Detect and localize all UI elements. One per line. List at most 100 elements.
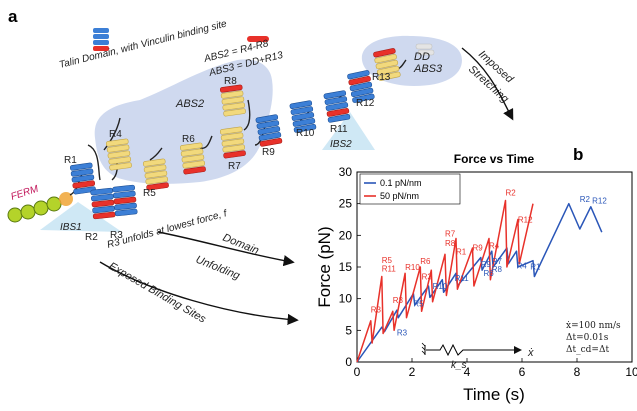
x-tick-label: 0	[354, 365, 361, 379]
domain-label-r10: R10	[296, 128, 315, 139]
helix	[69, 162, 93, 171]
y-tick-label: 25	[339, 197, 353, 211]
domain-label-r12: R12	[356, 98, 375, 109]
domain-label-r4: R4	[109, 129, 122, 140]
unfolding-annotation: R5	[382, 256, 393, 265]
helix	[219, 126, 243, 135]
helix	[179, 142, 203, 151]
series-line-0	[356, 202, 603, 363]
helix	[256, 120, 280, 129]
spring-label: k_s	[451, 360, 467, 371]
unfolding-annotation: R9	[481, 260, 492, 269]
chart-title: Force vs Time	[454, 152, 535, 166]
unfolding-annotation: R3	[371, 306, 382, 315]
domain-label-r9: R9	[262, 147, 275, 158]
linker	[87, 144, 101, 181]
legend-label-series-0: 0.1 pN/nm	[380, 178, 422, 188]
helix	[324, 96, 348, 105]
helix	[113, 190, 136, 199]
chart-legend: 0.1 pN/nm 50 pN/nm	[359, 173, 461, 205]
legend-box	[359, 173, 461, 205]
unfolding-annotation: R8	[445, 239, 456, 248]
helix	[348, 75, 371, 86]
unfolding-annotation: R6	[420, 257, 431, 266]
helix	[143, 164, 167, 173]
linker	[199, 135, 213, 149]
x-tick-label: 6	[519, 365, 526, 379]
exposed-label: Exposed Binding Sites	[107, 260, 209, 326]
domain-bundle-r5	[142, 158, 169, 191]
helix	[112, 184, 135, 193]
domain-bundle-r6	[179, 142, 206, 175]
helix	[255, 114, 279, 124]
helix	[221, 138, 245, 147]
domain-label-r11: R11	[330, 124, 348, 135]
chart-lines	[356, 199, 603, 363]
spring-schematic: k_s ẋ	[421, 342, 534, 371]
legend-domain-text: Talin Domain, with Vinculin binding site	[58, 18, 228, 70]
y-axis-title: Force (pN)	[315, 226, 334, 307]
unfolding-annotation: R4	[517, 261, 528, 270]
ibs1-label: IBS1	[60, 222, 82, 233]
helix	[142, 158, 166, 167]
helix	[378, 71, 401, 81]
x-tick-label: 10	[625, 365, 637, 379]
domain-bundle-r1	[69, 162, 96, 195]
helix	[291, 112, 315, 121]
helix	[258, 132, 282, 141]
helix	[323, 90, 347, 100]
helix	[71, 174, 95, 183]
domain-label-r8: R8	[224, 76, 237, 87]
domain-label-r6: R6	[182, 134, 195, 145]
unfolding-annotation: R10	[405, 263, 420, 272]
domain-bundle-r10	[289, 100, 317, 133]
domain-bundle-r13	[373, 48, 401, 81]
helix	[106, 144, 130, 153]
ibs1-region	[40, 202, 122, 232]
helix	[114, 202, 137, 211]
unfolding-annotation: R4	[489, 242, 500, 251]
ibs2-label: IBS2	[330, 139, 352, 150]
dd-label: DD	[414, 51, 430, 63]
domain-bundle-r8	[219, 84, 246, 117]
chart-ticks: 0 2 4 6 8 10 0 5 10 15 20 25 30	[339, 165, 637, 379]
helix	[325, 102, 349, 111]
unfolding-annotation: R1	[456, 247, 467, 256]
helix	[105, 138, 129, 147]
unfolding-annotation: R10	[433, 282, 448, 291]
helix	[144, 170, 168, 179]
domain-bundle-r3	[112, 184, 138, 217]
param-timestep: Δt=0.01s	[566, 333, 609, 343]
pull-velocity-label: ẋ	[527, 347, 534, 359]
unfolding-annotation: R7	[445, 230, 456, 239]
dd-domain	[415, 43, 433, 50]
panel-b-letter: b	[573, 145, 583, 164]
helix	[221, 96, 245, 105]
domain-label-r13: R13	[372, 72, 391, 83]
helix	[70, 168, 94, 177]
helix	[373, 48, 396, 58]
y-tick-label: 15	[339, 260, 353, 274]
helix	[289, 100, 313, 110]
unfolding-annotation: R8	[492, 265, 503, 274]
abs3-label: ABS3	[413, 63, 443, 75]
helix	[219, 84, 243, 93]
panel-a-letter: a	[8, 7, 18, 26]
helix	[181, 154, 205, 163]
unfolding-annotation: R1	[530, 263, 541, 272]
linker	[103, 117, 121, 151]
unfolding-annotation: R5	[413, 299, 424, 308]
domain-bundle-r11	[323, 90, 351, 123]
helix	[108, 156, 132, 165]
helix	[113, 196, 137, 205]
unfolding-annotation: R3	[393, 296, 404, 305]
domain-label-r1: R1	[64, 155, 77, 166]
unfolding-annotation: R2	[580, 195, 591, 204]
helix	[72, 180, 96, 189]
helix	[257, 126, 281, 135]
helix	[259, 137, 283, 147]
helix	[107, 150, 131, 159]
helix	[183, 166, 206, 175]
